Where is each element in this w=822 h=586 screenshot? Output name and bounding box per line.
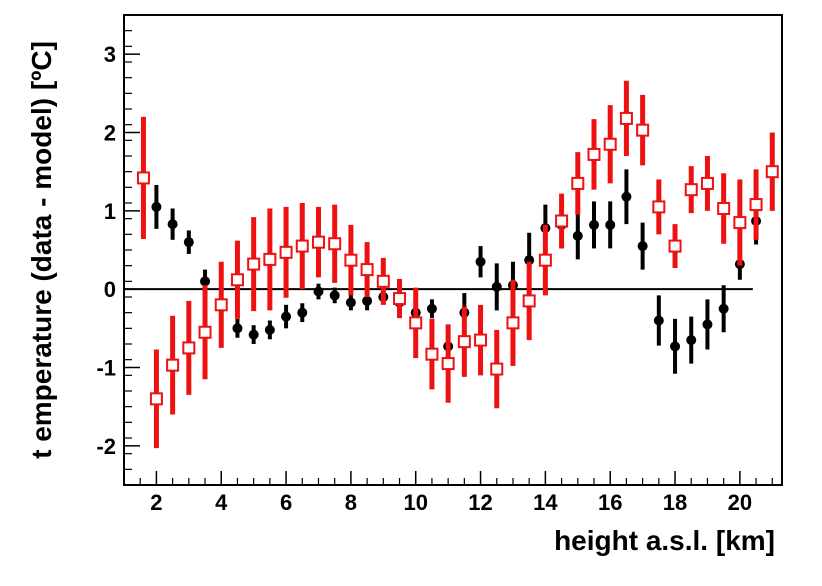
x-tick-label: 16 — [598, 490, 622, 515]
x-tick-label: 20 — [728, 490, 752, 515]
series-2 — [136, 80, 779, 449]
data-point — [522, 294, 536, 308]
data-point — [441, 357, 455, 371]
data-point — [749, 198, 763, 212]
data-point — [328, 237, 342, 251]
data-point — [263, 252, 277, 266]
data-point — [538, 253, 552, 267]
data-point — [653, 315, 664, 326]
data-point — [572, 230, 583, 241]
data-point — [247, 257, 261, 271]
data-point — [313, 286, 324, 297]
y-tick-label: 3 — [104, 42, 116, 67]
data-point — [281, 311, 292, 322]
data-point — [636, 123, 650, 137]
data-point — [360, 263, 374, 277]
x-axis-title: height a.s.l. [km] — [554, 525, 775, 556]
y-tick-label: -2 — [96, 434, 116, 459]
data-point — [198, 325, 212, 339]
data-point — [295, 239, 309, 253]
data-point — [619, 111, 633, 125]
data-point — [376, 274, 390, 288]
data-point — [136, 171, 150, 185]
series-layer — [136, 80, 779, 449]
y-tick-label: -1 — [96, 356, 116, 381]
data-point — [457, 335, 471, 349]
data-point — [183, 237, 194, 248]
y-axis-title: t emperature (data - model) [ºC] — [26, 41, 57, 459]
data-point — [637, 241, 648, 252]
data-point — [425, 347, 439, 361]
data-point — [182, 341, 196, 355]
data-point — [702, 319, 713, 330]
data-point — [167, 219, 178, 230]
data-point — [344, 253, 358, 267]
x-tick-label: 18 — [663, 490, 687, 515]
data-point — [232, 323, 243, 334]
data-point — [279, 245, 293, 259]
data-point — [426, 303, 437, 314]
y-tick-label: 1 — [104, 199, 116, 224]
x-tick-label: 6 — [280, 490, 292, 515]
data-point — [571, 176, 585, 190]
data-point — [670, 341, 681, 352]
data-point — [700, 176, 714, 190]
data-point — [587, 147, 601, 161]
y-tick-label: 2 — [104, 121, 116, 146]
data-point — [393, 292, 407, 306]
data-point — [248, 329, 259, 340]
ticks-layer — [123, 14, 773, 486]
data-point — [214, 298, 228, 312]
data-point — [151, 201, 162, 212]
data-point — [717, 201, 731, 215]
data-point — [765, 165, 779, 179]
data-point — [166, 358, 180, 372]
data-point — [409, 316, 423, 330]
data-point — [621, 191, 632, 202]
data-point — [149, 392, 163, 406]
data-point — [652, 200, 666, 214]
data-point — [491, 281, 502, 292]
data-point — [686, 335, 697, 346]
data-point — [345, 297, 356, 308]
y-tick-label: 0 — [104, 277, 116, 302]
data-point — [603, 137, 617, 151]
x-tick-label: 12 — [468, 490, 492, 515]
data-point — [362, 295, 373, 306]
data-point — [733, 216, 747, 230]
data-point — [506, 316, 520, 330]
data-point — [684, 183, 698, 197]
data-point — [589, 219, 599, 230]
x-tick-label: 10 — [403, 490, 427, 515]
x-tick-label: 2 — [150, 490, 162, 515]
data-point — [555, 214, 569, 228]
data-point — [311, 235, 325, 249]
x-tick-label: 14 — [533, 490, 558, 515]
x-tick-label: 4 — [215, 490, 228, 515]
data-point — [329, 290, 340, 301]
data-point — [605, 219, 616, 230]
data-point — [200, 276, 211, 287]
data-point — [475, 256, 486, 267]
x-tick-label: 8 — [345, 490, 357, 515]
data-point — [297, 307, 308, 318]
data-point — [230, 273, 244, 287]
data-point — [490, 362, 504, 376]
data-point — [264, 324, 275, 335]
data-point — [668, 239, 682, 253]
data-point — [474, 333, 488, 347]
data-point — [718, 303, 729, 314]
